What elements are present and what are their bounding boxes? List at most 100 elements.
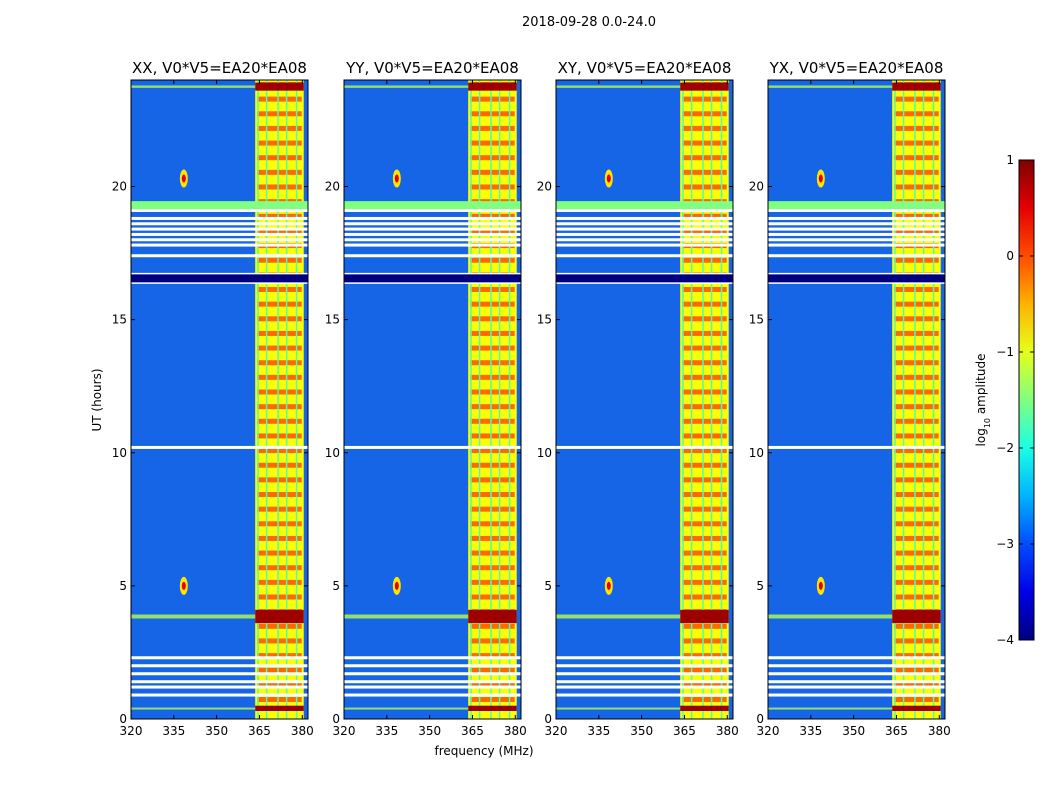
- x-tick-label: 365: [461, 724, 484, 738]
- dark-row: [344, 274, 521, 283]
- flagged-row: [768, 232, 945, 236]
- flagged-row: [556, 208, 733, 212]
- flagged-row: [131, 685, 308, 689]
- flagged-row: [344, 656, 521, 660]
- point-source-core: [394, 581, 399, 590]
- flagged-row: [131, 222, 308, 226]
- point-source-core: [606, 174, 611, 183]
- rfi-cell-row: [682, 155, 727, 161]
- rfi-cell-row: [894, 257, 939, 263]
- flagged-row: [556, 238, 733, 242]
- x-tick-label: 320: [545, 724, 568, 738]
- rfi-cell-row: [682, 228, 727, 234]
- rfi-cell-row: [894, 433, 939, 439]
- flagged-row: [131, 445, 308, 449]
- strong-rfi-row: [468, 82, 517, 91]
- flagged-row: [556, 656, 733, 660]
- rfi-cell-row: [257, 330, 302, 336]
- x-tick-label: 320: [120, 724, 143, 738]
- flagged-row: [131, 254, 308, 258]
- rfi-cell-row: [470, 623, 515, 629]
- rfi-cell-row: [894, 374, 939, 380]
- flagged-row: [131, 280, 308, 284]
- rfi-cell-row: [257, 638, 302, 644]
- rfi-cell-row: [682, 667, 727, 673]
- y-tick-label: 20: [537, 180, 552, 194]
- point-source-core: [394, 174, 399, 183]
- colorbar-tick-label: 1: [1006, 153, 1014, 167]
- rfi-cell-row: [470, 169, 515, 175]
- x-tick-label: 335: [799, 724, 822, 738]
- rfi-cell-row: [470, 448, 515, 454]
- y-tick-label: 20: [749, 180, 764, 194]
- rfi-cell-row: [682, 477, 727, 483]
- flagged-row: [344, 254, 521, 258]
- rfi-cell-row: [257, 433, 302, 439]
- x-tick-label: 350: [842, 724, 865, 738]
- panel-frame: [130, 79, 309, 720]
- rfi-cell-row: [257, 653, 302, 659]
- x-tick-label: 380: [504, 724, 527, 738]
- strong-rfi-row: [255, 705, 304, 712]
- rfi-leak: [344, 614, 469, 619]
- y-tick-label: 15: [537, 313, 552, 327]
- rfi-cell-row: [257, 594, 302, 600]
- flagged-row: [768, 672, 945, 676]
- rfi-cell-row: [257, 228, 302, 234]
- rfi-leak: [344, 707, 469, 710]
- broadband-row: [768, 201, 945, 210]
- rfi-cell-row: [470, 316, 515, 322]
- rfi-cell-row: [257, 550, 302, 556]
- rfi-cell-row: [894, 667, 939, 673]
- panel-yx: YX, V0*V5=EA20*EA08 320 335 350 365 380 0 5 10 15…: [749, 59, 951, 738]
- rfi-cell-row: [682, 462, 727, 468]
- rfi-cell-row: [682, 330, 727, 336]
- y-tick-label: 20: [112, 180, 127, 194]
- rfi-cell-row: [894, 565, 939, 571]
- flagged-row: [131, 656, 308, 660]
- rfi-cell-row: [257, 579, 302, 585]
- rfi-cell-row: [257, 125, 302, 131]
- rfi-cell-row: [470, 492, 515, 498]
- point-source-core: [606, 581, 611, 590]
- x-tick-label: 380: [928, 724, 951, 738]
- rfi-cell-row: [470, 360, 515, 366]
- rfi-cell-row: [257, 287, 302, 292]
- flagged-row: [344, 216, 521, 220]
- y-tick-label: 15: [112, 313, 127, 327]
- rfi-cell-row: [257, 535, 302, 541]
- rfi-cell-row: [682, 506, 727, 512]
- broadband-row: [344, 201, 521, 210]
- flagged-row: [556, 254, 733, 258]
- flagged-row: [131, 227, 308, 231]
- point-source-core: [818, 581, 823, 590]
- strong-rfi-row: [255, 82, 304, 91]
- rfi-leak: [768, 614, 893, 619]
- colorbar-tick-label: 0: [1006, 249, 1014, 263]
- panel-title: XX, V0*V5=EA20*EA08: [132, 59, 307, 77]
- dark-row: [556, 274, 733, 283]
- colorbar-tick-label: −4: [996, 633, 1014, 647]
- rfi-cell-row: [682, 360, 727, 366]
- flagged-row: [131, 693, 308, 697]
- rfi-cell-row: [894, 345, 939, 351]
- rfi-cell-row: [682, 96, 727, 102]
- rfi-leak: [556, 85, 681, 88]
- rfi-leak: [768, 707, 893, 710]
- point-source-core: [181, 174, 186, 183]
- rfi-cell-row: [257, 140, 302, 146]
- rfi-leak: [131, 85, 256, 88]
- rfi-cell-row: [682, 682, 727, 688]
- panel-yy: YY, V0*V5=EA20*EA08 320 335 350 365 380 0 5 10 15…: [325, 59, 527, 738]
- y-tick-label: 0: [332, 712, 340, 726]
- flagged-row: [556, 664, 733, 668]
- rfi-cell-row: [894, 360, 939, 366]
- colorbar-tick-label: −1: [996, 345, 1014, 359]
- rfi-leak: [131, 614, 256, 619]
- rfi-cell-row: [894, 213, 939, 219]
- dark-row: [768, 274, 945, 283]
- rfi-cell-row: [470, 638, 515, 644]
- x-tick-label: 320: [757, 724, 780, 738]
- flagged-row: [768, 680, 945, 684]
- rfi-cell-row: [257, 492, 302, 498]
